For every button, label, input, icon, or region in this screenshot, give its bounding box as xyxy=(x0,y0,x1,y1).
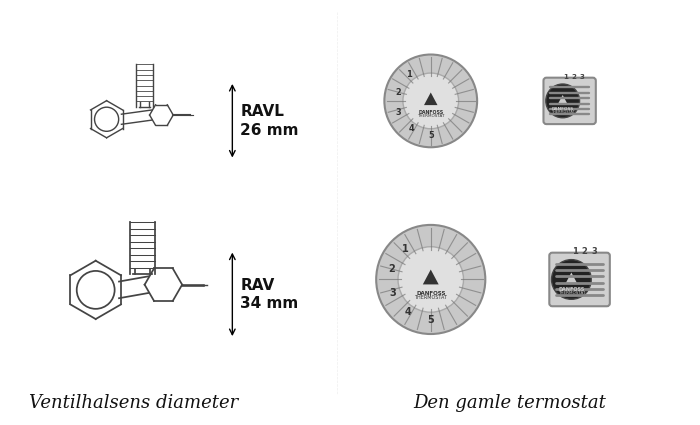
Text: 2: 2 xyxy=(395,88,400,96)
Text: 1: 1 xyxy=(406,70,412,79)
Text: 2: 2 xyxy=(389,264,396,274)
Text: 5: 5 xyxy=(428,130,433,139)
FancyBboxPatch shape xyxy=(550,253,610,306)
Text: DANFOSS: DANFOSS xyxy=(552,108,574,111)
Text: 3: 3 xyxy=(592,247,597,256)
Text: THERMOSTAT: THERMOSTAT xyxy=(551,110,575,114)
Text: THERMOSTAT: THERMOSTAT xyxy=(417,114,444,118)
Text: RAV
34 mm: RAV 34 mm xyxy=(240,278,298,311)
Text: THERMOSTAT: THERMOSTAT xyxy=(414,295,447,300)
Circle shape xyxy=(552,260,592,299)
Polygon shape xyxy=(558,95,568,104)
Text: 2: 2 xyxy=(571,74,576,80)
Text: 4: 4 xyxy=(408,125,414,133)
Text: 3: 3 xyxy=(395,108,402,117)
Circle shape xyxy=(384,54,477,147)
Text: 1: 1 xyxy=(402,244,408,254)
Polygon shape xyxy=(423,269,439,284)
Text: 1: 1 xyxy=(572,247,578,256)
Text: DANFOSS: DANFOSS xyxy=(416,291,445,296)
Circle shape xyxy=(403,73,459,129)
Polygon shape xyxy=(424,93,438,105)
FancyBboxPatch shape xyxy=(543,78,596,124)
Text: 2: 2 xyxy=(582,247,587,256)
Text: Ventilhalsens diameter: Ventilhalsens diameter xyxy=(29,394,238,413)
Text: 4: 4 xyxy=(405,307,411,317)
Circle shape xyxy=(398,247,463,312)
Text: 3: 3 xyxy=(390,288,396,298)
Text: DANFOSS: DANFOSS xyxy=(418,110,443,115)
Circle shape xyxy=(546,84,580,118)
Text: DANFOSS: DANFOSS xyxy=(559,287,584,292)
Polygon shape xyxy=(566,272,577,283)
Text: Den gamle termostat: Den gamle termostat xyxy=(414,394,607,413)
Text: 1: 1 xyxy=(563,74,568,80)
Circle shape xyxy=(376,225,485,334)
Text: THERMOSTAT: THERMOSTAT xyxy=(558,291,585,295)
Text: 3: 3 xyxy=(580,74,584,80)
Text: RAVL
26 mm: RAVL 26 mm xyxy=(240,104,299,138)
Text: 5: 5 xyxy=(428,314,434,325)
